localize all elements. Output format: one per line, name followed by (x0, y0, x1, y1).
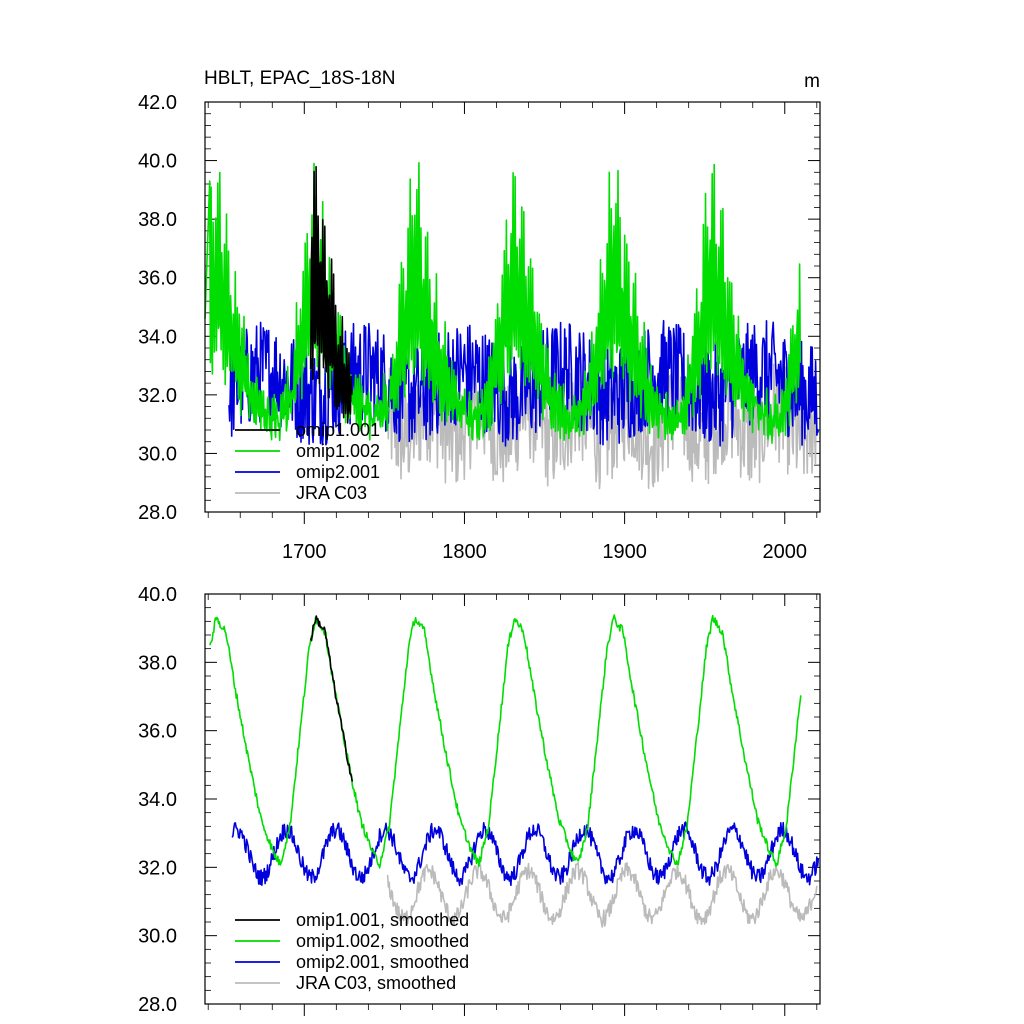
series-line-omip1-001 (309, 165, 353, 424)
y-tick-label: 42.0 (138, 92, 177, 114)
y-tick-label: 34.0 (138, 326, 177, 348)
x-tick-label: 2000 (763, 541, 808, 563)
y-tick-label: 36.0 (138, 721, 177, 743)
y-tick-label: 28.0 (138, 502, 177, 524)
y-tick-label: 30.0 (138, 926, 177, 948)
y-tick-label: 32.0 (138, 385, 177, 407)
legend-label: omip1.001, smoothed (296, 910, 469, 930)
bottom-axes-frame (204, 593, 821, 1005)
units-label: m (804, 71, 820, 92)
y-tick-label: 34.0 (138, 789, 177, 811)
legend-label: JRA C03, smoothed (296, 973, 456, 993)
series-line-omip1-002 (204, 162, 802, 444)
top-series-group (204, 162, 820, 490)
y-tick-label: 36.0 (138, 268, 177, 290)
x-tick-label: 1900 (602, 541, 647, 563)
series-line-omip1-001-smoothed (309, 615, 354, 782)
legend-label: omip2.001, smoothed (296, 952, 469, 972)
bottom-axes-ticks: 28.0 30.0 32.0 34.0 36.0 38.0 40.0 (138, 584, 820, 1016)
series-line-omip2-001-smoothed (231, 821, 820, 887)
y-tick-label: 28.0 (138, 994, 177, 1016)
chart-title: HBLT, EPAC_18S-18N (204, 68, 396, 89)
bottom-panel: 28.0 30.0 32.0 34.0 36.0 38.0 40.0 omip1.001, … (138, 584, 821, 1016)
bottom-series-group (209, 614, 820, 928)
top-panel: HBLT, EPAC_18S-18N m 28.0 30.0 32.0 34.0 36.… (138, 68, 821, 563)
y-tick-label: 30.0 (138, 443, 177, 465)
legend-label: omip1.002 (296, 441, 380, 461)
y-tick-label: 38.0 (138, 652, 177, 674)
top-axes-ticks: 28.0 30.0 32.0 34.0 36.0 38.0 40.0 42.0 1700 1800… (138, 92, 820, 563)
x-tick-label: 1800 (442, 541, 487, 563)
y-tick-label: 32.0 (138, 857, 177, 879)
legend-label: omip2.001 (296, 462, 380, 482)
top-axes-frame (204, 101, 821, 513)
y-tick-label: 40.0 (138, 584, 177, 606)
legend-label: JRA C03 (296, 483, 367, 503)
series-line-omip1-002-smoothed (209, 614, 802, 869)
y-tick-label: 40.0 (138, 151, 177, 173)
legend-label: omip1.001 (296, 420, 380, 440)
y-tick-label: 38.0 (138, 209, 177, 231)
legend-label: omip1.002, smoothed (296, 931, 469, 951)
series-line-jra-c03-smoothed (386, 861, 818, 928)
x-tick-label: 1700 (282, 541, 327, 563)
